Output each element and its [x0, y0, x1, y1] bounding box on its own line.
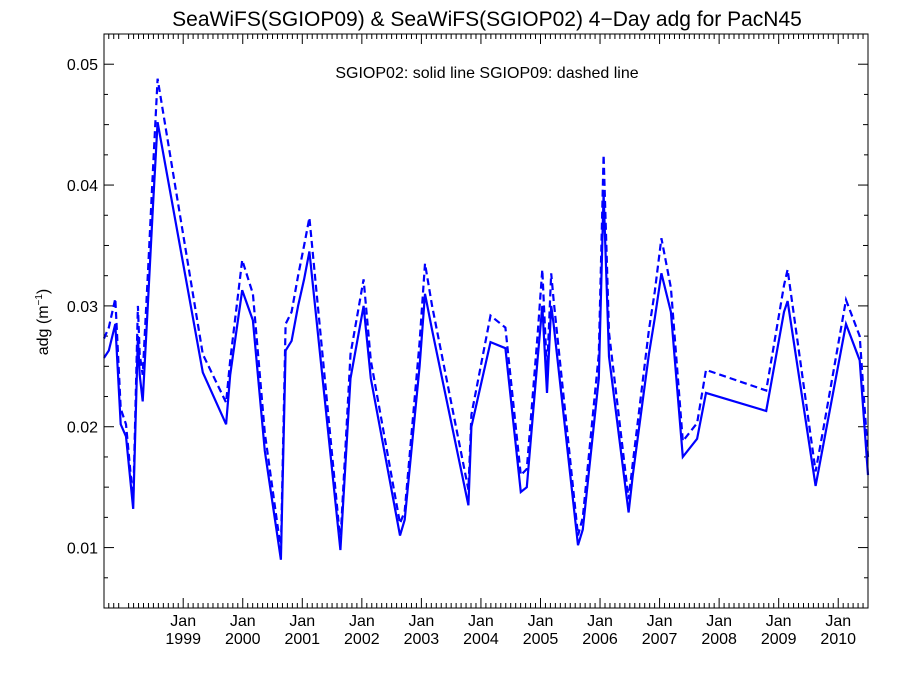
- x-tick-year-label: 2008: [701, 631, 737, 648]
- axis-ticks: 0.010.020.030.040.05Jan1999Jan2000Jan200…: [67, 33, 869, 648]
- x-tick-year-label: 2000: [225, 631, 261, 648]
- x-tick-year-label: 2006: [582, 631, 618, 648]
- y-tick-label: 0.01: [67, 541, 98, 558]
- y-axis-label: adg (m−1): [34, 289, 52, 356]
- x-tick-month-label: Jan: [825, 613, 851, 630]
- x-tick-month-label: Jan: [587, 613, 613, 630]
- x-tick-month-label: Jan: [647, 613, 673, 630]
- x-tick-year-label: 2003: [404, 631, 440, 648]
- y-tick-label: 0.02: [67, 420, 98, 437]
- plot-frame: [103, 33, 869, 609]
- data-series: [102, 78, 870, 560]
- x-tick-month-label: Jan: [766, 613, 792, 630]
- x-tick-month-label: Jan: [408, 613, 434, 630]
- x-tick-year-label: 2005: [523, 631, 559, 648]
- y-tick-label: 0.03: [67, 299, 98, 316]
- y-axis-label-close: ): [35, 289, 52, 294]
- y-tick-label: 0.04: [67, 178, 98, 195]
- series-line-sgiop02: [103, 122, 870, 560]
- x-tick-month-label: Jan: [230, 613, 256, 630]
- x-tick-year-label: 2001: [284, 631, 320, 648]
- legend-annotation: SGIOP02: solid line SGIOP09: dashed line: [335, 65, 638, 82]
- x-tick-month-label: Jan: [289, 613, 315, 630]
- svg-text:adg (m−1): adg (m−1): [34, 289, 52, 356]
- x-tick-month-label: Jan: [349, 613, 375, 630]
- y-axis-label-superscript: −1: [34, 294, 45, 306]
- x-tick-year-label: 2007: [642, 631, 678, 648]
- x-tick-month-label: Jan: [170, 613, 196, 630]
- series-line-sgiop09: [102, 78, 870, 551]
- x-tick-month-label: Jan: [528, 613, 554, 630]
- x-tick-month-label: Jan: [468, 613, 494, 630]
- y-tick-label: 0.05: [67, 57, 98, 74]
- x-tick-year-label: 1999: [165, 631, 201, 648]
- x-tick-month-label: Jan: [706, 613, 732, 630]
- x-tick-year-label: 2010: [820, 631, 856, 648]
- y-axis-label-text: adg (m: [35, 305, 52, 355]
- x-tick-year-label: 2009: [761, 631, 797, 648]
- chart-title: SeaWiFS(SGIOP09) & SeaWiFS(SGIOP02) 4−Da…: [172, 8, 802, 31]
- x-tick-year-label: 2004: [463, 631, 499, 648]
- x-tick-year-label: 2002: [344, 631, 380, 648]
